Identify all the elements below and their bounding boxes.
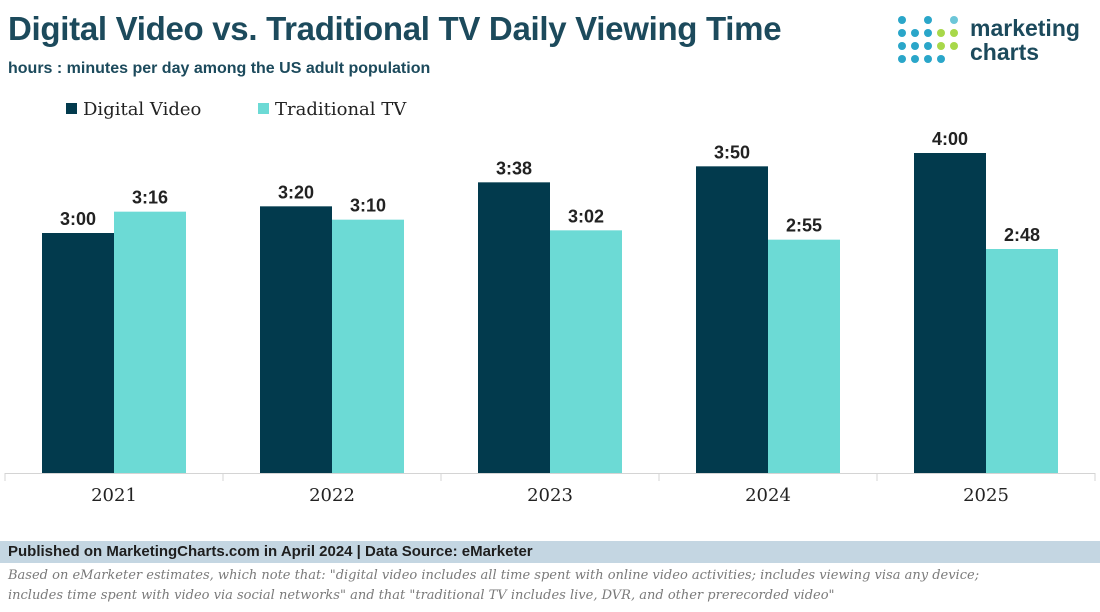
- chart-title: Digital Video vs. Traditional TV Daily V…: [8, 10, 782, 47]
- footer-note: Based on eMarketer estimates, which note…: [8, 566, 1098, 606]
- logo-dot: [911, 55, 919, 63]
- logo-dot: [937, 55, 945, 63]
- bar-traditional-2024: [768, 239, 840, 473]
- x-tick-label-2024: 2024: [745, 485, 791, 506]
- legend-label-1: Traditional TV: [275, 99, 407, 120]
- bar-traditional-2025: [986, 249, 1058, 473]
- value-label-digital-2021: 3:00: [60, 209, 96, 229]
- bar-traditional-2022: [332, 219, 404, 473]
- value-label-traditional-2025: 2:48: [1004, 225, 1040, 245]
- bar-digital-2022: [260, 206, 332, 473]
- bars-group: 3:00 3:16 3:20 3:10 3:38 3:02 3:50 2:55 4:00 2:48: [42, 129, 1058, 473]
- logo-dot: [950, 16, 958, 24]
- legend-swatch-0: [66, 103, 77, 114]
- value-label-traditional-2021: 3:16: [132, 188, 168, 208]
- logo-text-line2: charts: [970, 39, 1040, 65]
- logo-dot: [911, 42, 919, 50]
- logo-dot: [898, 55, 906, 63]
- logo-dot: [898, 16, 906, 24]
- value-label-digital-2024: 3:50: [714, 142, 750, 162]
- x-tick-label-2021: 2021: [91, 485, 137, 506]
- value-label-digital-2023: 3:38: [496, 158, 532, 178]
- x-tick-label-2023: 2023: [527, 485, 573, 506]
- logo-dot: [898, 29, 906, 37]
- bar-traditional-2021: [114, 211, 186, 473]
- footer-bar: Published on MarketingCharts.com in Apri…: [0, 541, 1100, 563]
- bar-chart: Digital Video Traditional TV 3:00 3:16 3:20…: [4, 99, 1096, 506]
- value-label-traditional-2024: 2:55: [786, 216, 822, 236]
- legend-swatch-1: [258, 103, 269, 114]
- footer-published: Published on MarketingCharts.com in Apri…: [8, 543, 533, 560]
- footer-note-line1: Based on eMarketer estimates, which note…: [8, 568, 980, 583]
- bar-traditional-2023: [550, 230, 622, 473]
- logo-dot: [924, 55, 932, 63]
- logo-dot: [937, 42, 945, 50]
- value-label-digital-2025: 4:00: [932, 129, 968, 149]
- logo-dot: [924, 42, 932, 50]
- x-tick-label-2022: 2022: [309, 485, 355, 506]
- value-label-digital-2022: 3:20: [278, 182, 314, 202]
- logo-dot: [924, 29, 932, 37]
- chart-legend: Digital Video Traditional TV: [66, 99, 407, 120]
- value-label-traditional-2022: 3:10: [350, 196, 386, 216]
- x-tick-label-2025: 2025: [963, 485, 1009, 506]
- marketingcharts-logo: marketing charts: [898, 14, 1098, 70]
- bar-digital-2025: [914, 153, 986, 473]
- bar-digital-2024: [696, 166, 768, 473]
- logo-text: marketing charts: [970, 16, 1080, 64]
- value-label-traditional-2023: 3:02: [568, 206, 604, 226]
- logo-dot: [898, 42, 906, 50]
- bar-digital-2023: [478, 182, 550, 473]
- logo-text-line1: marketing: [970, 15, 1080, 41]
- logo-dot: [924, 16, 932, 24]
- footer-note-line2: includes time spent with video via socia…: [8, 588, 835, 603]
- logo-dot: [950, 42, 958, 50]
- legend-label-0: Digital Video: [83, 99, 201, 120]
- logo-dot: [911, 29, 919, 37]
- x-axis: 2021 2022 2023 2024 2025: [4, 473, 1096, 506]
- chart-subtitle: hours : minutes per day among the US adu…: [8, 60, 431, 77]
- logo-dot: [950, 29, 958, 37]
- logo-dot: [937, 29, 945, 37]
- bar-digital-2021: [42, 233, 114, 473]
